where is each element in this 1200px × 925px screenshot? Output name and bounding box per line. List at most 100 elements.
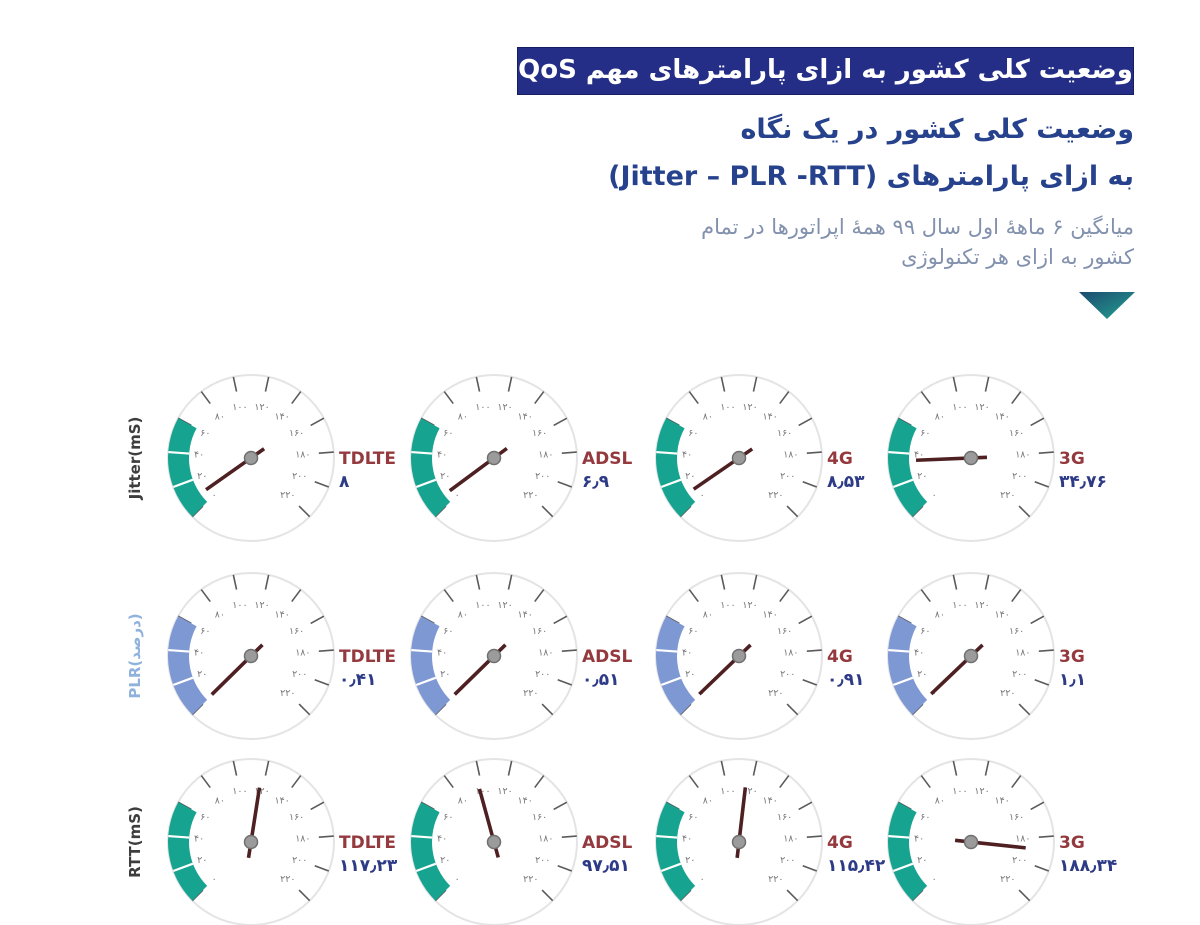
gauge-tick-label: ۲۰ bbox=[440, 855, 450, 866]
gauge-caption-adsl: ADSL ۶٫۹ bbox=[582, 448, 632, 494]
gauge-tick-label: ۱۰۰ bbox=[475, 600, 490, 611]
gauge-tick-label: ۱۰۰ bbox=[720, 402, 735, 413]
gauge-tick bbox=[911, 505, 924, 518]
gauge-tick-label: ۸۰ bbox=[215, 609, 225, 620]
gauge-tick-label: ۱۲۰ bbox=[974, 600, 989, 611]
gauge-tick bbox=[786, 505, 799, 518]
gauge-tick-label: ۲۰۰ bbox=[292, 855, 307, 866]
gauge-tick-label: ۸۰ bbox=[458, 411, 468, 422]
gauge-tick bbox=[314, 679, 330, 686]
gauge-band-divider bbox=[172, 862, 194, 873]
subtitle-line1: وضعیت کلی کشور در یک نگاه bbox=[740, 114, 1134, 145]
gauge-tick bbox=[1030, 417, 1045, 427]
gauge-tick-label: ۲۰۰ bbox=[1012, 669, 1027, 680]
tech-label: 3G bbox=[1059, 449, 1085, 469]
gauge-tick-label: ۲۲۰ bbox=[768, 490, 783, 501]
gauge-tick-label: ۱۶۰ bbox=[289, 428, 304, 439]
gauge-tick-label: ۱۶۰ bbox=[1009, 812, 1024, 823]
gauge-tick bbox=[920, 589, 931, 603]
gauge-tick-label: ۶۰ bbox=[920, 812, 930, 823]
gauge-tick-label: ۰ bbox=[700, 490, 705, 501]
gauge-value: ۱۱۵٫۴۲ bbox=[827, 856, 886, 876]
gauge-tick bbox=[553, 615, 568, 625]
tech-label: ADSL bbox=[582, 647, 633, 667]
gauge-tick bbox=[720, 574, 726, 590]
gauge-tick bbox=[475, 760, 481, 776]
gauge-caption-tdlte: TDLTE ۰٫۴۱ bbox=[339, 646, 396, 692]
gauge-tick-label: ۱۶۰ bbox=[532, 812, 547, 823]
gauge-tick-label: ۱۴۰ bbox=[995, 609, 1010, 620]
gauge-tick bbox=[200, 589, 211, 603]
gauge-tick bbox=[298, 505, 311, 518]
gauge-band bbox=[167, 616, 208, 715]
gauge-band-divider bbox=[888, 648, 910, 653]
gauge-tick bbox=[534, 589, 545, 603]
gauge-tick bbox=[298, 703, 311, 716]
gauge-tick-label: ۶۰ bbox=[200, 428, 210, 439]
gauge-tick bbox=[232, 376, 238, 392]
gauge-tick-label: ۱۴۰ bbox=[518, 411, 533, 422]
gauge-band-divider bbox=[411, 648, 433, 653]
gauge-tick-label: ۲۲۰ bbox=[768, 874, 783, 885]
gauge-tick-label: ۱۶۰ bbox=[289, 626, 304, 637]
gauge-tick-label: ۴۰ bbox=[437, 833, 447, 844]
gauge-tick bbox=[798, 801, 813, 811]
gauge-tick-label: ۱۲۰ bbox=[497, 402, 512, 413]
gauge-tick bbox=[1038, 451, 1054, 454]
gauge-value: ۹۷٫۵۱ bbox=[582, 856, 630, 876]
gauge-tick-label: ۲۰ bbox=[685, 669, 695, 680]
gauge-tick-label: ۱۸۰ bbox=[538, 647, 553, 658]
gauge-tick-label: ۱۲۰ bbox=[497, 600, 512, 611]
gauge-value: ۸٫۵۳ bbox=[827, 472, 865, 492]
gauge-tick-label: ۲۰۰ bbox=[535, 669, 550, 680]
gauge-tick-label: ۱۲۰ bbox=[254, 600, 269, 611]
gauge-tick bbox=[688, 391, 699, 405]
gauge-tick-label: ۱۰۰ bbox=[952, 402, 967, 413]
gauge-tick bbox=[310, 417, 325, 427]
gauge-value: ۱۱۷٫۲۳ bbox=[339, 856, 398, 876]
gauge-tick bbox=[475, 376, 481, 392]
gauge-tick bbox=[920, 391, 931, 405]
gauge-band bbox=[888, 616, 928, 715]
gauge-band bbox=[656, 616, 696, 715]
gauge-tick bbox=[232, 574, 238, 590]
gauge-tick-label: ۲۰۰ bbox=[1012, 855, 1027, 866]
gauge-tick-label: ۰ bbox=[932, 490, 937, 501]
gauge-tick-label: ۱۶۰ bbox=[1009, 428, 1024, 439]
gauge-band bbox=[656, 418, 696, 517]
gauge-tick-label: ۱۲۰ bbox=[254, 786, 269, 797]
gauge-tick-label: ۲۰ bbox=[917, 669, 927, 680]
gauge-rtt-tdlte: ۰ ۲۰ ۴۰ ۶۰ ۸۰ ۱۰۰ ۱۲۰ ۱۴۰ ۱۶۰ ۱۸۰ ۲۰۰ ۲۲۰ bbox=[151, 742, 351, 925]
gauge-tick bbox=[984, 376, 990, 392]
gauge-tick bbox=[984, 574, 990, 590]
gauge-caption-4g: 4G ۱۱۵٫۴۲ bbox=[827, 832, 885, 878]
gauge-jitter-3g: ۰ ۲۰ ۴۰ ۶۰ ۸۰ ۱۰۰ ۱۲۰ ۱۴۰ ۱۶۰ ۱۸۰ ۲۰۰ ۲۲۰ bbox=[871, 358, 1071, 558]
gauge-tick-label: ۱۸۰ bbox=[295, 833, 310, 844]
gauge-tick-label: ۴۰ bbox=[194, 833, 204, 844]
gauge-tick-label: ۲۲۰ bbox=[1000, 874, 1015, 885]
gauge-tick bbox=[1034, 481, 1050, 488]
gauge-tick-label: ۱۸۰ bbox=[783, 833, 798, 844]
gauge-tick-label: ۲۰ bbox=[917, 855, 927, 866]
gauge-tick-label: ۲۰ bbox=[197, 471, 207, 482]
gauge-tick-label: ۱۰۰ bbox=[720, 600, 735, 611]
gauge-tick-label: ۲۲۰ bbox=[523, 874, 538, 885]
gauge-band-divider bbox=[892, 478, 914, 489]
gauge-tick bbox=[264, 760, 270, 776]
gauge-tick bbox=[541, 505, 554, 518]
gauge-tick-label: ۲۰۰ bbox=[535, 855, 550, 866]
gauge-tick bbox=[541, 889, 554, 902]
gauge-tick-label: ۱۸۰ bbox=[295, 647, 310, 658]
gauge-tick-label: ۱۰۰ bbox=[232, 402, 247, 413]
gauge-tick-label: ۴۰ bbox=[682, 449, 692, 460]
gauge-tick-label: ۱۲۰ bbox=[497, 786, 512, 797]
gauge-tick-label: ۲۰ bbox=[197, 669, 207, 680]
gauge-tick-label: ۸۰ bbox=[703, 795, 713, 806]
tech-label: ADSL bbox=[582, 449, 633, 469]
gauge-tick-label: ۱۲۰ bbox=[742, 786, 757, 797]
